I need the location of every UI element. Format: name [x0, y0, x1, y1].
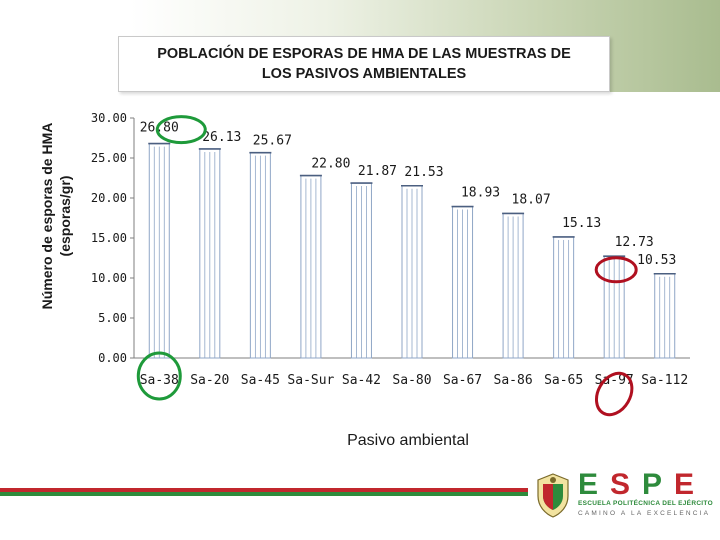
bar — [502, 212, 525, 359]
highlight-green-category — [136, 351, 182, 401]
y-tick-label: 5.00 — [98, 311, 127, 325]
x-tick-label: Sa-112 — [641, 373, 688, 388]
espe-logo-letter: E — [674, 468, 707, 501]
data-label: 15.13 — [562, 216, 601, 231]
x-tick-label: Sa-80 — [392, 373, 431, 388]
bar — [451, 205, 474, 359]
data-label: 18.07 — [512, 192, 551, 207]
footer-red-line — [0, 488, 528, 492]
x-tick-label: Sa-45 — [241, 373, 280, 388]
y-tick-label: 20.00 — [91, 191, 127, 205]
espe-logo-letter: E — [578, 468, 611, 501]
data-label: 18.93 — [461, 186, 500, 201]
espe-logo-letter: P — [642, 468, 675, 501]
highlight-red-category — [594, 371, 634, 417]
x-axis-label: Pasivo ambiental — [347, 432, 469, 449]
data-label: 12.73 — [615, 235, 654, 250]
x-tick-label: Sa-65 — [544, 373, 583, 388]
x-tick-label: Sa-42 — [342, 373, 381, 388]
x-tick-label: Sa-Sur — [287, 373, 334, 388]
data-label: 10.53 — [637, 253, 676, 268]
bar — [401, 184, 423, 359]
y-tick-label: 25.00 — [91, 151, 127, 165]
highlight-green-value — [155, 115, 207, 145]
bar — [198, 148, 221, 359]
data-label: 21.53 — [404, 165, 443, 180]
espe-logo-line1: ESCUELA POLITÉCNICA DEL EJÉRCITO — [578, 500, 713, 507]
bar — [148, 142, 171, 359]
espe-logo-letter: S — [610, 468, 643, 501]
y-tick-label: 15.00 — [91, 231, 127, 245]
bar — [350, 182, 373, 359]
bar — [249, 151, 272, 359]
chart-title-box: POBLACIÓN DE ESPORAS DE HMA DE LAS MUEST… — [118, 36, 610, 92]
x-tick-label: Sa-97 — [595, 373, 634, 388]
bar — [653, 272, 676, 359]
y-tick-label: 30.00 — [91, 111, 127, 125]
data-label: 22.80 — [311, 157, 350, 172]
data-label: 26.13 — [202, 130, 241, 145]
bar — [552, 236, 575, 359]
bar — [299, 174, 322, 359]
espe-logo-line2: CAMINO A LA EXCELENCIA — [578, 510, 711, 517]
espe-seal-icon — [537, 473, 569, 518]
x-tick-label: Sa-38 — [140, 373, 179, 388]
bar — [603, 255, 626, 359]
espe-logo-word: ESPE — [578, 468, 706, 502]
data-label: 25.67 — [253, 134, 292, 149]
y-tick-label: 10.00 — [91, 271, 127, 285]
x-tick-label: Sa-86 — [494, 373, 533, 388]
y-tick-label: 0.00 — [98, 351, 127, 365]
data-label: 26.80 — [140, 121, 179, 136]
highlight-red-value — [594, 256, 638, 284]
x-tick-label: Sa-20 — [190, 373, 229, 388]
x-tick-label: Sa-67 — [443, 373, 482, 388]
footer-green-line — [0, 492, 528, 496]
data-label: 21.87 — [358, 164, 397, 179]
chart-title: POBLACIÓN DE ESPORAS DE HMA DE LAS MUEST… — [157, 46, 571, 82]
